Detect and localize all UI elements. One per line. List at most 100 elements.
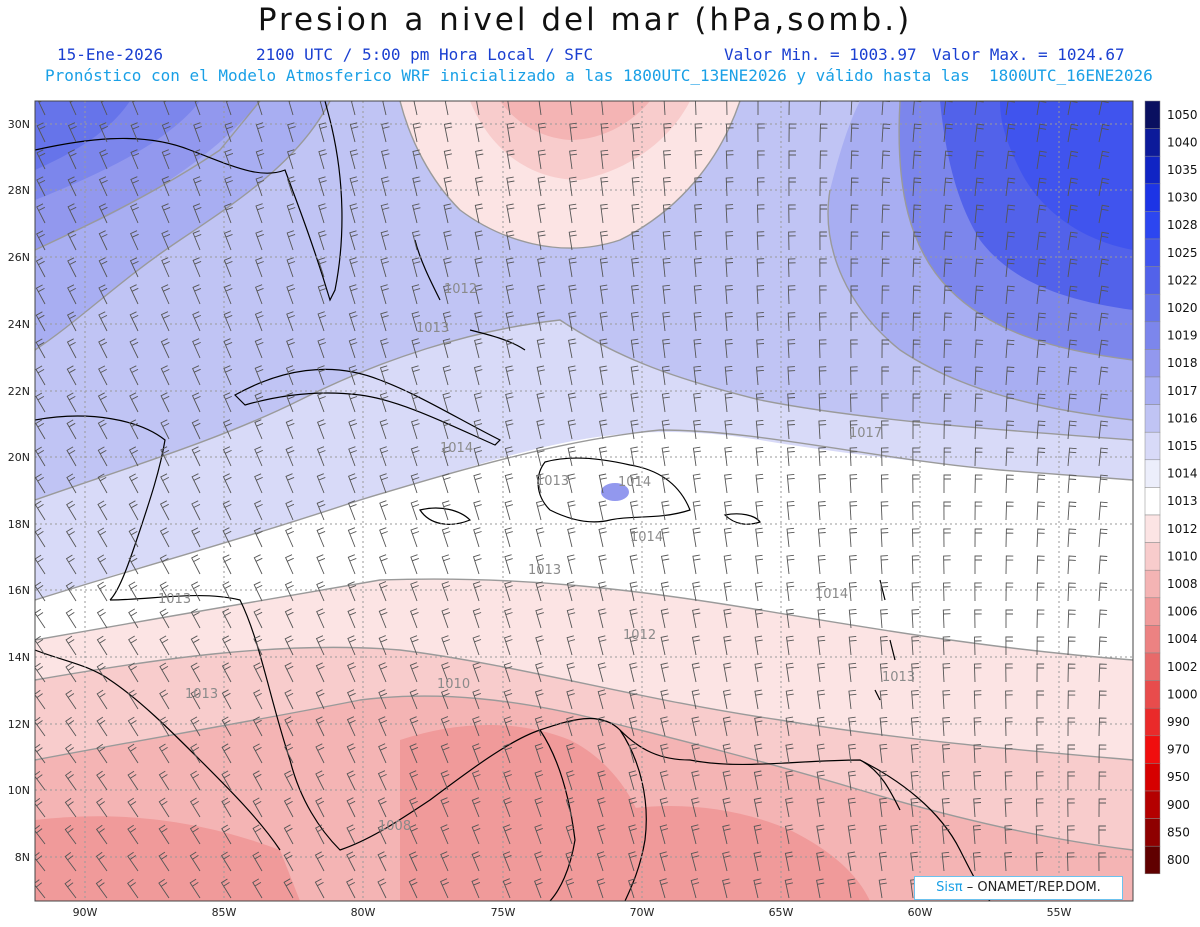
wind-barb — [1004, 852, 1013, 872]
svg-text:1013: 1013 — [416, 321, 449, 336]
wind-barb — [942, 636, 951, 656]
wind-barb — [881, 393, 889, 413]
wind-barb — [443, 176, 452, 197]
wind-barb — [190, 689, 201, 710]
wind-barb — [35, 419, 46, 440]
wind-barb — [725, 231, 734, 251]
wind-barb — [410, 473, 420, 494]
wind-barb — [223, 338, 233, 359]
wind-barb — [1067, 636, 1076, 656]
wind-barb — [725, 204, 734, 224]
wind-barb — [1067, 258, 1078, 278]
wind-barb — [502, 878, 512, 899]
wind-barb — [912, 177, 922, 197]
wind-barb — [67, 176, 77, 197]
wind-barb — [819, 150, 828, 170]
wind-barb — [911, 582, 920, 602]
wind-barb — [285, 527, 294, 548]
svg-text:8N: 8N — [15, 851, 30, 864]
wind-barb — [35, 284, 46, 305]
wind-barb — [381, 149, 390, 170]
wind-barb — [629, 608, 638, 629]
wind-barb — [127, 851, 139, 872]
wind-barb — [410, 554, 419, 575]
wind-barb — [286, 257, 296, 278]
wind-barb — [379, 473, 389, 494]
wind-barb — [254, 473, 263, 494]
wind-barb — [660, 662, 669, 683]
wind-barb — [67, 122, 77, 143]
wind-barb — [129, 311, 139, 332]
wind-barb — [36, 176, 46, 197]
wind-barb — [691, 716, 700, 737]
wind-barb — [974, 123, 985, 143]
wind-barb — [599, 365, 608, 386]
wind-barb — [724, 446, 733, 467]
wind-barb — [567, 446, 576, 467]
wind-barb — [693, 284, 702, 305]
wind-barb — [284, 743, 294, 764]
wind-barb — [847, 851, 856, 872]
wind-barb — [974, 150, 985, 170]
wind-barb — [65, 581, 77, 602]
wind-barb — [284, 635, 294, 656]
wind-barb — [316, 527, 326, 548]
wind-barb — [1036, 555, 1045, 575]
colorbar-label: 1025 — [1167, 246, 1198, 260]
wind-barb — [536, 365, 545, 386]
wind-barb — [1098, 663, 1107, 683]
wind-barb — [694, 204, 703, 224]
wind-barb — [380, 257, 389, 278]
wind-barb — [98, 284, 108, 305]
colorbar-label: 1040 — [1167, 135, 1198, 149]
wind-barb — [724, 392, 733, 413]
wind-barb — [1005, 690, 1013, 710]
colorbar-swatch — [1144, 680, 1161, 709]
wind-barb — [1005, 123, 1016, 143]
wind-barb — [443, 149, 452, 170]
wind-barb — [349, 149, 359, 170]
wind-barb — [691, 689, 700, 710]
wind-barb — [723, 635, 732, 656]
wind-barb — [348, 419, 358, 440]
wind-barb — [534, 689, 544, 710]
wind-barb — [315, 824, 325, 845]
wind-barb — [317, 392, 326, 413]
wind-barb — [756, 366, 764, 386]
wind-barb — [409, 635, 419, 656]
wind-barb — [1036, 393, 1046, 413]
svg-text:1013: 1013 — [536, 474, 569, 489]
wind-barb — [910, 824, 919, 845]
wind-barb — [848, 662, 857, 683]
wind-barb — [66, 365, 77, 386]
wind-barb — [565, 797, 575, 818]
wind-barb — [1036, 312, 1046, 332]
wind-barb — [912, 312, 921, 332]
wind-barb — [1098, 123, 1110, 143]
wind-barb — [910, 743, 919, 764]
wind-barb — [35, 473, 46, 494]
colorbar-label: 1050 — [1167, 108, 1198, 122]
wind-barb — [788, 231, 796, 251]
isobar-labels: 1012 1013 1014 1014 1013 1014 1013 1014 … — [158, 282, 915, 834]
wind-barb — [628, 770, 638, 791]
wind-barb — [818, 501, 826, 521]
wind-barb — [1036, 258, 1047, 278]
wind-barb — [536, 392, 545, 413]
wind-barb — [1036, 744, 1044, 764]
wind-barb — [1098, 852, 1106, 872]
wind-barb — [255, 149, 265, 170]
wind-barb — [161, 149, 171, 170]
wind-barb — [473, 365, 483, 386]
wind-barb — [160, 311, 170, 332]
wind-barb — [409, 824, 418, 845]
svg-text:1014: 1014 — [815, 587, 848, 602]
wind-barb — [158, 743, 170, 764]
wind-barb — [911, 636, 920, 656]
wind-barb — [1035, 825, 1044, 845]
wind-barb — [972, 852, 981, 872]
wind-barb — [1098, 258, 1109, 278]
wind-barb — [878, 878, 887, 899]
wind-barb — [130, 176, 139, 197]
wind-barb — [881, 123, 891, 143]
